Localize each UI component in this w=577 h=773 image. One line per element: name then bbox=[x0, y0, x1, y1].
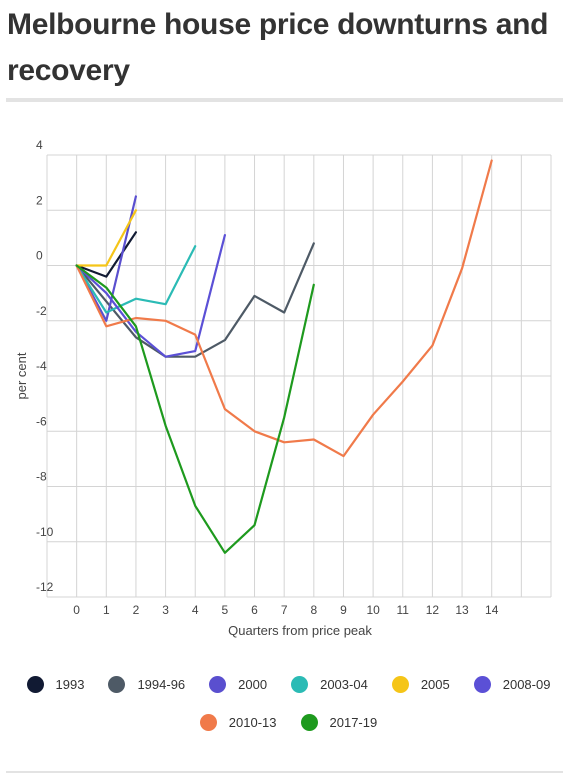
legend-item: 2000 bbox=[209, 676, 267, 693]
legend-label: 2008-09 bbox=[502, 677, 551, 692]
legend-swatch bbox=[209, 676, 227, 693]
x-tick-label: 7 bbox=[281, 603, 288, 617]
y-tick-label: -10 bbox=[36, 525, 54, 539]
series-line-2017-19 bbox=[75, 264, 315, 554]
bottom-divider bbox=[6, 771, 563, 773]
x-tick-label: 6 bbox=[251, 603, 258, 617]
y-tick-label: 4 bbox=[36, 138, 43, 152]
legend-item: 2010-13 bbox=[199, 714, 277, 731]
legend-item: 2003-04 bbox=[291, 676, 368, 693]
x-tick-label: 5 bbox=[222, 603, 229, 617]
x-tick-label: 0 bbox=[73, 603, 80, 617]
legend-item: 2017-19 bbox=[300, 714, 378, 731]
legend-label: 2010-13 bbox=[228, 715, 277, 730]
x-tick-label: 10 bbox=[366, 603, 380, 617]
legend-swatch bbox=[26, 676, 44, 693]
y-tick-label: 2 bbox=[36, 193, 43, 207]
legend-label: 1994-96 bbox=[137, 677, 186, 692]
legend-label: 2005 bbox=[420, 677, 450, 692]
series-line-2005 bbox=[75, 209, 137, 267]
line-chart: 420-2-4-6-8-10-120 1 2 3 4 5 6 7 8 9 10 11 12 13 14Qua… bbox=[14, 138, 552, 638]
legend-item: 2008-09 bbox=[473, 676, 551, 693]
legend-item: 1993 bbox=[26, 676, 85, 693]
x-tick-label: 4 bbox=[192, 603, 199, 617]
x-tick-label: 8 bbox=[310, 603, 317, 617]
legend-label: 2017-19 bbox=[329, 715, 378, 730]
series-line-1993 bbox=[75, 231, 137, 278]
y-tick-label: -12 bbox=[36, 580, 54, 594]
x-tick-label: 2 bbox=[133, 603, 140, 617]
y-tick-label: -8 bbox=[36, 470, 47, 484]
x-tick-label: 12 bbox=[426, 603, 440, 617]
chart-title: Melbourne house price downturns and reco… bbox=[7, 8, 549, 87]
x-tick-label: 13 bbox=[455, 603, 469, 617]
series-line-1994-96 bbox=[75, 242, 315, 358]
legend-item: 1994-96 bbox=[108, 676, 185, 693]
legend-label: 2000 bbox=[238, 677, 268, 692]
x-tick-label: 11 bbox=[397, 603, 410, 617]
y-tick-label: 0 bbox=[36, 249, 43, 263]
x-tick-label: 9 bbox=[340, 603, 347, 617]
legend-item: 2005 bbox=[391, 676, 450, 693]
x-tick-label: 14 bbox=[485, 603, 499, 617]
legend-label: 2003-04 bbox=[320, 677, 368, 692]
legend-swatch bbox=[300, 714, 318, 731]
y-tick-label: -4 bbox=[36, 359, 47, 373]
x-tick-label: 1 bbox=[103, 603, 110, 617]
y-tick-label: -6 bbox=[36, 414, 47, 428]
series-line-2008-09 bbox=[75, 233, 226, 358]
legend-label: 1993 bbox=[55, 677, 85, 692]
legend-swatch bbox=[108, 676, 126, 693]
x-axis-title: Quarters from price peak bbox=[228, 623, 372, 638]
y-tick-label: -2 bbox=[36, 304, 47, 318]
x-tick-label: 3 bbox=[162, 603, 169, 617]
series-line-2010-13 bbox=[75, 159, 493, 458]
series-line-2003-04 bbox=[75, 245, 197, 314]
legend-row-2: 2010-13 2017-19 bbox=[0, 714, 577, 731]
title-divider bbox=[6, 98, 563, 102]
y-axis-title: per cent bbox=[14, 352, 29, 399]
legend-row-1: 1993 1994-96 2000 2003-04 2005 2008-09 bbox=[0, 676, 577, 693]
legend-swatch bbox=[391, 676, 409, 693]
legend-swatch bbox=[199, 714, 217, 731]
legend-swatch bbox=[473, 676, 491, 693]
legend-swatch bbox=[291, 676, 309, 693]
